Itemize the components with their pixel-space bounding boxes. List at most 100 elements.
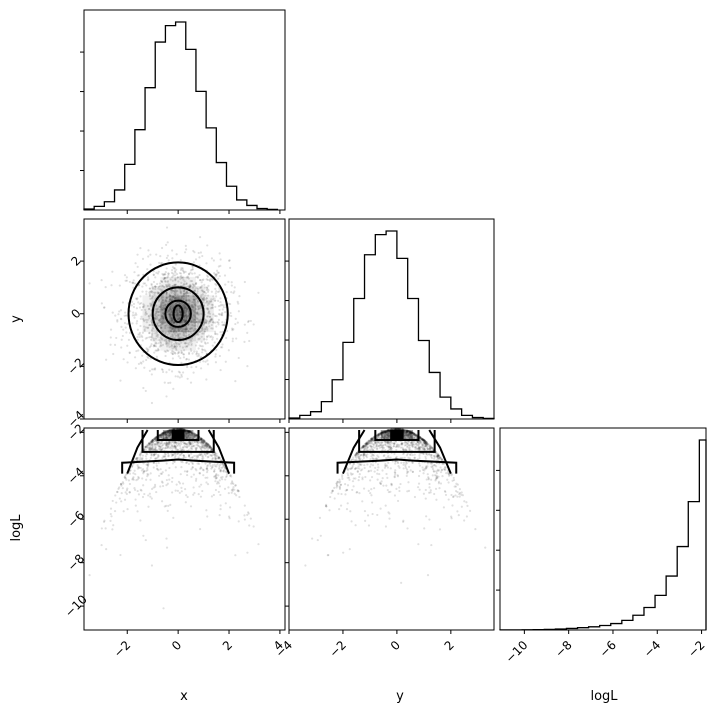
- xy-point: [119, 317, 123, 320]
- xy-point: [200, 367, 203, 370]
- y-logL-point: [418, 456, 421, 460]
- y-logL-point: [366, 442, 369, 446]
- xy-point: [164, 342, 167, 345]
- x-logL-point: [202, 474, 205, 477]
- xy-point: [164, 273, 167, 276]
- xy-point: [123, 314, 126, 317]
- xy-point: [142, 282, 145, 285]
- logL-hist-steps: [499, 439, 707, 631]
- x-logL-point: [165, 462, 168, 465]
- xy-point: [186, 292, 189, 295]
- y-logL-point: [444, 493, 448, 497]
- xy-point: [186, 291, 189, 295]
- xy-point: [157, 292, 160, 295]
- y-logL-point: [386, 488, 389, 492]
- xy-point: [201, 351, 204, 354]
- xy-point: [167, 300, 171, 304]
- y-logL-point: [435, 498, 438, 501]
- y-logL-point: [396, 474, 399, 477]
- xy-point: [195, 287, 198, 290]
- x-logL-point: [160, 437, 163, 440]
- xy-point: [207, 311, 210, 314]
- x-logL-point: [160, 472, 163, 476]
- xy-point: [138, 306, 142, 309]
- x-logL-point: [125, 492, 128, 496]
- x-logL-point: [169, 503, 172, 506]
- y-logL-point: [413, 456, 416, 460]
- xy-point: [155, 342, 158, 345]
- xy-point: [213, 272, 216, 275]
- x-logL-point: [230, 480, 234, 483]
- xy-point: [156, 314, 159, 317]
- xy-point: [128, 351, 131, 354]
- xy-point: [117, 313, 120, 316]
- xy-point: [141, 257, 145, 260]
- x-logL-point: [123, 498, 127, 501]
- xy-point: [159, 262, 162, 265]
- y-logL-point: [400, 581, 403, 584]
- xy-point: [191, 265, 194, 268]
- x-logL-point: [190, 431, 193, 434]
- xy-point: [187, 309, 190, 312]
- xy-point: [189, 291, 192, 295]
- xy-point: [160, 280, 164, 283]
- xy-point: [188, 286, 191, 289]
- xy-point: [243, 280, 246, 284]
- xy-point: [148, 323, 152, 327]
- x-logL-point: [152, 447, 155, 450]
- x-logL-ytick-label: −10: [62, 592, 90, 620]
- x-logL-point: [153, 437, 156, 440]
- x-logL-point: [190, 446, 193, 449]
- xy-point: [174, 293, 177, 297]
- x-logL-point: [204, 445, 207, 449]
- xy-point: [175, 349, 178, 352]
- y-axis-label-left: y: [9, 315, 24, 323]
- xy-point: [176, 301, 180, 304]
- y-logL-point: [447, 498, 450, 501]
- xy-point: [188, 327, 192, 331]
- xy-point: [195, 350, 198, 353]
- xy-point: [211, 278, 214, 282]
- x-logL-point: [230, 482, 233, 485]
- x-logL-point: [149, 447, 152, 450]
- x-logL-point: [222, 463, 225, 466]
- y-logL-point: [331, 489, 334, 492]
- x-logL-point: [144, 445, 148, 449]
- xy-point: [207, 302, 210, 305]
- x-logL-point: [197, 493, 200, 496]
- xy-point: [248, 339, 251, 343]
- xy-point: [174, 352, 177, 355]
- xy-point: [159, 305, 162, 308]
- xy-point: [229, 266, 232, 269]
- xy-point: [196, 317, 199, 321]
- y-logL-point: [373, 487, 376, 490]
- x-logL-point: [190, 440, 194, 444]
- xy-point: [143, 329, 146, 332]
- xy-point: [224, 321, 227, 324]
- x-logL-point: [177, 456, 180, 459]
- xy-point: [140, 315, 143, 318]
- xy-point: [156, 333, 159, 336]
- xy-point: [164, 300, 167, 303]
- xy-point: [177, 301, 181, 304]
- xy-point: [208, 302, 211, 305]
- xy-point: [172, 387, 175, 390]
- xy-point: [218, 354, 221, 358]
- xy-point: [182, 294, 185, 297]
- xy-point: [171, 344, 174, 347]
- y-logL-point: [338, 480, 342, 483]
- xy-point: [215, 290, 218, 293]
- xy-density-cell: [160, 322, 170, 333]
- xy-point: [174, 284, 177, 287]
- x-logL-point: [193, 434, 196, 437]
- y-logL-point: [405, 474, 408, 478]
- xy-point: [155, 271, 158, 274]
- xy-point: [214, 332, 217, 335]
- xy-point: [202, 360, 205, 363]
- y-logL-point: [452, 476, 455, 480]
- y-logL-point: [394, 445, 398, 449]
- x-logL-point: [146, 463, 149, 466]
- x-logL-point: [195, 448, 198, 451]
- x-logL-point: [178, 453, 181, 457]
- xy-point: [180, 341, 183, 344]
